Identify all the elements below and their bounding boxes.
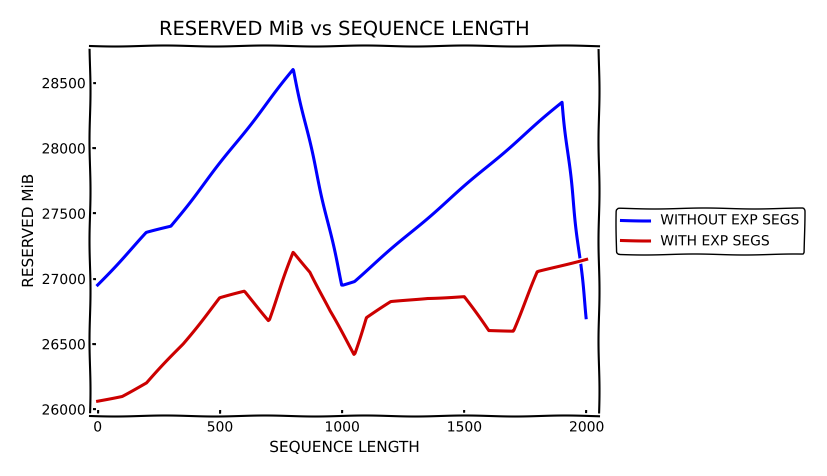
Y-axis label: RESERVED MiB: RESERVED MiB: [21, 175, 36, 288]
WITH EXP SEGS: [215, 296, 225, 301]
WITHOUT EXP SEGS: [349, 278, 359, 284]
WITH EXP SEGS: [178, 341, 188, 347]
Title: RESERVED MiB vs SEQUENCE LENGTH: RESERVED MiB vs SEQUENCE LENGTH: [159, 21, 529, 40]
WITH EXP SEGS: [305, 269, 315, 275]
WITH EXP SEGS: [361, 315, 371, 321]
WITH EXP SEGS: [557, 263, 566, 269]
X-axis label: SEQUENCE LENGTH: SEQUENCE LENGTH: [269, 440, 419, 455]
WITHOUT EXP SEGS: [557, 100, 566, 106]
WITH EXP SEGS: [264, 318, 274, 324]
Legend: WITHOUT EXP SEGS, WITH EXP SEGS: WITHOUT EXP SEGS, WITH EXP SEGS: [615, 208, 803, 254]
WITHOUT EXP SEGS: [288, 68, 298, 73]
WITH EXP SEGS: [581, 257, 590, 262]
WITH EXP SEGS: [508, 328, 518, 334]
WITH EXP SEGS: [288, 250, 298, 256]
WITHOUT EXP SEGS: [165, 224, 175, 229]
WITH EXP SEGS: [117, 393, 127, 399]
WITH EXP SEGS: [532, 269, 542, 275]
Line: WITH EXP SEGS: WITH EXP SEGS: [98, 253, 586, 401]
WITHOUT EXP SEGS: [337, 283, 347, 288]
WITH EXP SEGS: [385, 299, 395, 305]
WITH EXP SEGS: [324, 308, 334, 314]
WITHOUT EXP SEGS: [93, 283, 103, 288]
WITH EXP SEGS: [349, 352, 359, 357]
WITH EXP SEGS: [93, 398, 103, 404]
WITH EXP SEGS: [459, 294, 469, 300]
WITHOUT EXP SEGS: [141, 230, 151, 236]
WITH EXP SEGS: [483, 328, 493, 334]
WITH EXP SEGS: [422, 296, 432, 301]
Line: WITHOUT EXP SEGS: WITHOUT EXP SEGS: [98, 70, 586, 318]
WITH EXP SEGS: [239, 289, 249, 295]
WITH EXP SEGS: [141, 380, 151, 386]
WITHOUT EXP SEGS: [581, 315, 590, 321]
